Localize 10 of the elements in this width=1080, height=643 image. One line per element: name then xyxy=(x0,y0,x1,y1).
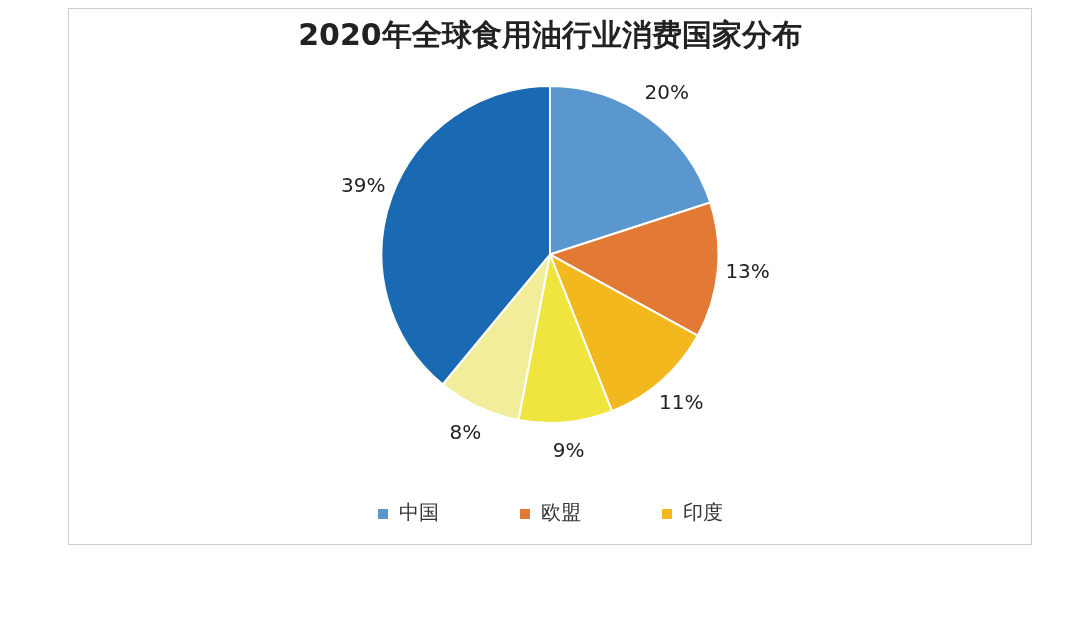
chart-title: 2020年全球食用油行业消费国家分布 xyxy=(298,16,802,52)
data-label: 9% xyxy=(552,438,585,463)
data-label: 13% xyxy=(725,259,770,284)
data-label: 11% xyxy=(659,389,704,414)
data-label: 39% xyxy=(341,173,386,198)
legend-label: 印度 xyxy=(683,500,723,525)
legend-label: 中国 xyxy=(399,500,439,525)
data-label: 8% xyxy=(449,420,482,445)
legend-label: 欧盟 xyxy=(541,500,581,525)
data-label: 20% xyxy=(644,80,689,105)
